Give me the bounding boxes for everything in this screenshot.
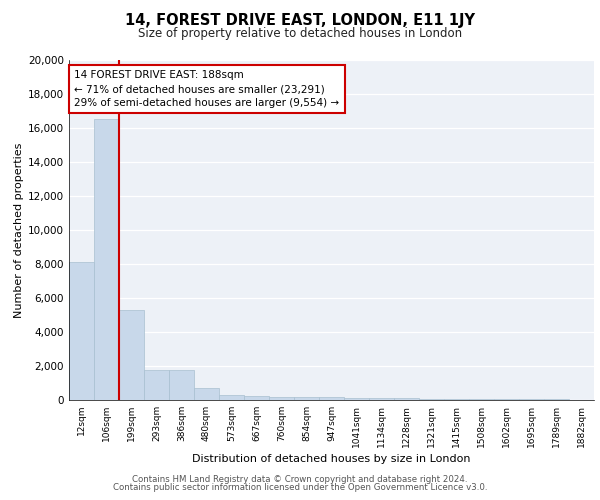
Bar	[69, 262, 94, 400]
Text: Contains public sector information licensed under the Open Government Licence v3: Contains public sector information licen…	[113, 484, 487, 492]
Bar	[444, 399, 469, 400]
Bar	[94, 120, 119, 400]
Bar	[269, 396, 294, 400]
Bar	[319, 398, 344, 400]
Y-axis label: Number of detached properties: Number of detached properties	[14, 142, 24, 318]
Text: Size of property relative to detached houses in London: Size of property relative to detached ho…	[138, 28, 462, 40]
Bar	[144, 370, 169, 400]
Bar	[194, 388, 219, 400]
Bar	[494, 399, 519, 400]
X-axis label: Distribution of detached houses by size in London: Distribution of detached houses by size …	[192, 454, 471, 464]
Bar	[369, 398, 394, 400]
Bar	[294, 397, 319, 400]
Bar	[119, 310, 144, 400]
Bar	[219, 394, 244, 400]
Bar	[394, 398, 419, 400]
Text: Contains HM Land Registry data © Crown copyright and database right 2024.: Contains HM Land Registry data © Crown c…	[132, 475, 468, 484]
Bar	[169, 370, 194, 400]
Text: 14, FOREST DRIVE EAST, LONDON, E11 1JY: 14, FOREST DRIVE EAST, LONDON, E11 1JY	[125, 12, 475, 28]
Bar	[469, 399, 494, 400]
Text: 14 FOREST DRIVE EAST: 188sqm
← 71% of detached houses are smaller (23,291)
29% o: 14 FOREST DRIVE EAST: 188sqm ← 71% of de…	[74, 70, 340, 108]
Bar	[244, 396, 269, 400]
Bar	[344, 398, 369, 400]
Bar	[419, 398, 444, 400]
